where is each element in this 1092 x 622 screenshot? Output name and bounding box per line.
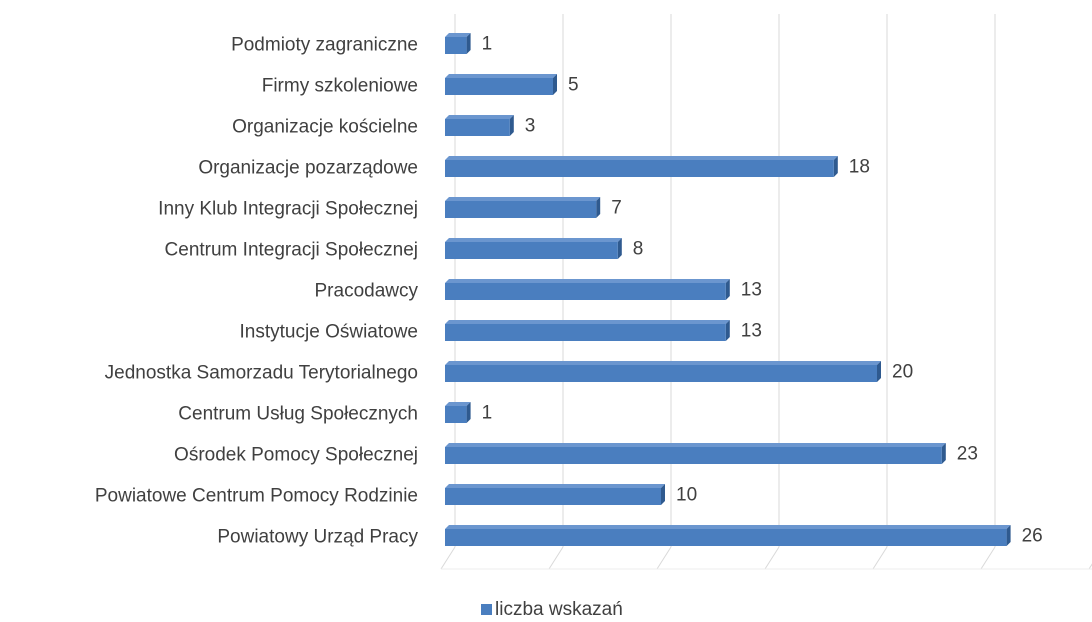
bar-side (553, 74, 557, 95)
legend-swatch (481, 604, 492, 615)
bar-side (466, 402, 471, 423)
floor-line (980, 546, 996, 570)
bar-top (445, 361, 881, 365)
floor-line (548, 546, 564, 570)
floor-line (764, 546, 780, 570)
y-tick-label: Organizacje kościelne (232, 117, 418, 138)
bar-side (941, 443, 946, 464)
bar (445, 447, 942, 464)
data-label: 18 (849, 157, 870, 178)
y-tick-label: Powiatowe Centrum Pomocy Rodzinie (95, 486, 418, 507)
bar-top (445, 443, 946, 447)
bar (445, 119, 510, 136)
bar-side (833, 156, 838, 177)
floor-line (656, 546, 672, 570)
data-label: 5 (568, 75, 579, 96)
y-tick-label: Inny Klub Integracji Społecznej (158, 199, 418, 220)
floor-line (1088, 563, 1092, 570)
data-label: 8 (633, 239, 644, 260)
bar-side (466, 33, 471, 54)
bar (445, 529, 1007, 546)
bar-top (445, 525, 1011, 529)
y-tick-label: Pracodawcy (315, 281, 419, 302)
data-label: 23 (957, 444, 978, 465)
bar (445, 201, 597, 218)
bar-top (445, 115, 514, 119)
y-tick-label: Podmioty zagraniczne (231, 35, 418, 56)
bar-side (596, 197, 601, 218)
bar-side (509, 115, 514, 136)
bar (445, 488, 661, 505)
y-tick-label: Ośrodek Pomocy Społecznej (174, 445, 418, 466)
data-label: 7 (611, 198, 622, 219)
bar-top (445, 402, 471, 406)
y-tick-label: Jednostka Samorzadu Terytorialnego (105, 363, 418, 384)
data-label: 26 (1022, 526, 1043, 547)
y-tick-label: Powiatowy Urząd Pracy (217, 527, 418, 548)
data-label: 13 (741, 280, 762, 301)
y-tick-label: Centrum Usług Społecznych (178, 404, 418, 425)
bar-top (445, 197, 601, 201)
data-label: 1 (482, 403, 493, 424)
y-tick-label: Firmy szkoleniowe (262, 76, 418, 97)
bar-side (617, 238, 622, 259)
bar (445, 160, 834, 177)
bar-top (445, 74, 557, 78)
bar (445, 283, 726, 300)
bar-top (445, 279, 730, 283)
floor-line (872, 546, 888, 570)
legend-label: liczba wskazań (495, 599, 623, 620)
bar-side (725, 320, 730, 341)
bar (445, 78, 553, 95)
bar (445, 406, 467, 423)
bar-side (661, 484, 665, 505)
data-label: 3 (525, 116, 536, 137)
data-label: 20 (892, 362, 913, 383)
data-label: 13 (741, 321, 762, 342)
bar (445, 365, 877, 382)
y-tick-label: Instytucje Oświatowe (240, 322, 418, 343)
data-label: 1 (482, 34, 493, 55)
bar (445, 242, 618, 259)
bar-top (445, 484, 665, 488)
floor-line (440, 546, 456, 570)
bar-top (445, 156, 838, 160)
bar-side (725, 279, 730, 300)
y-tick-label: Centrum Integracji Społecznej (165, 240, 418, 261)
bar-side (1006, 525, 1011, 546)
data-label: 10 (676, 485, 697, 506)
bar (445, 324, 726, 341)
bar-top (445, 320, 730, 324)
bar (445, 37, 467, 54)
bar-top (445, 238, 622, 242)
bar-top (445, 33, 471, 37)
bar-side (877, 361, 881, 382)
y-tick-label: Organizacje pozarządowe (198, 158, 418, 179)
